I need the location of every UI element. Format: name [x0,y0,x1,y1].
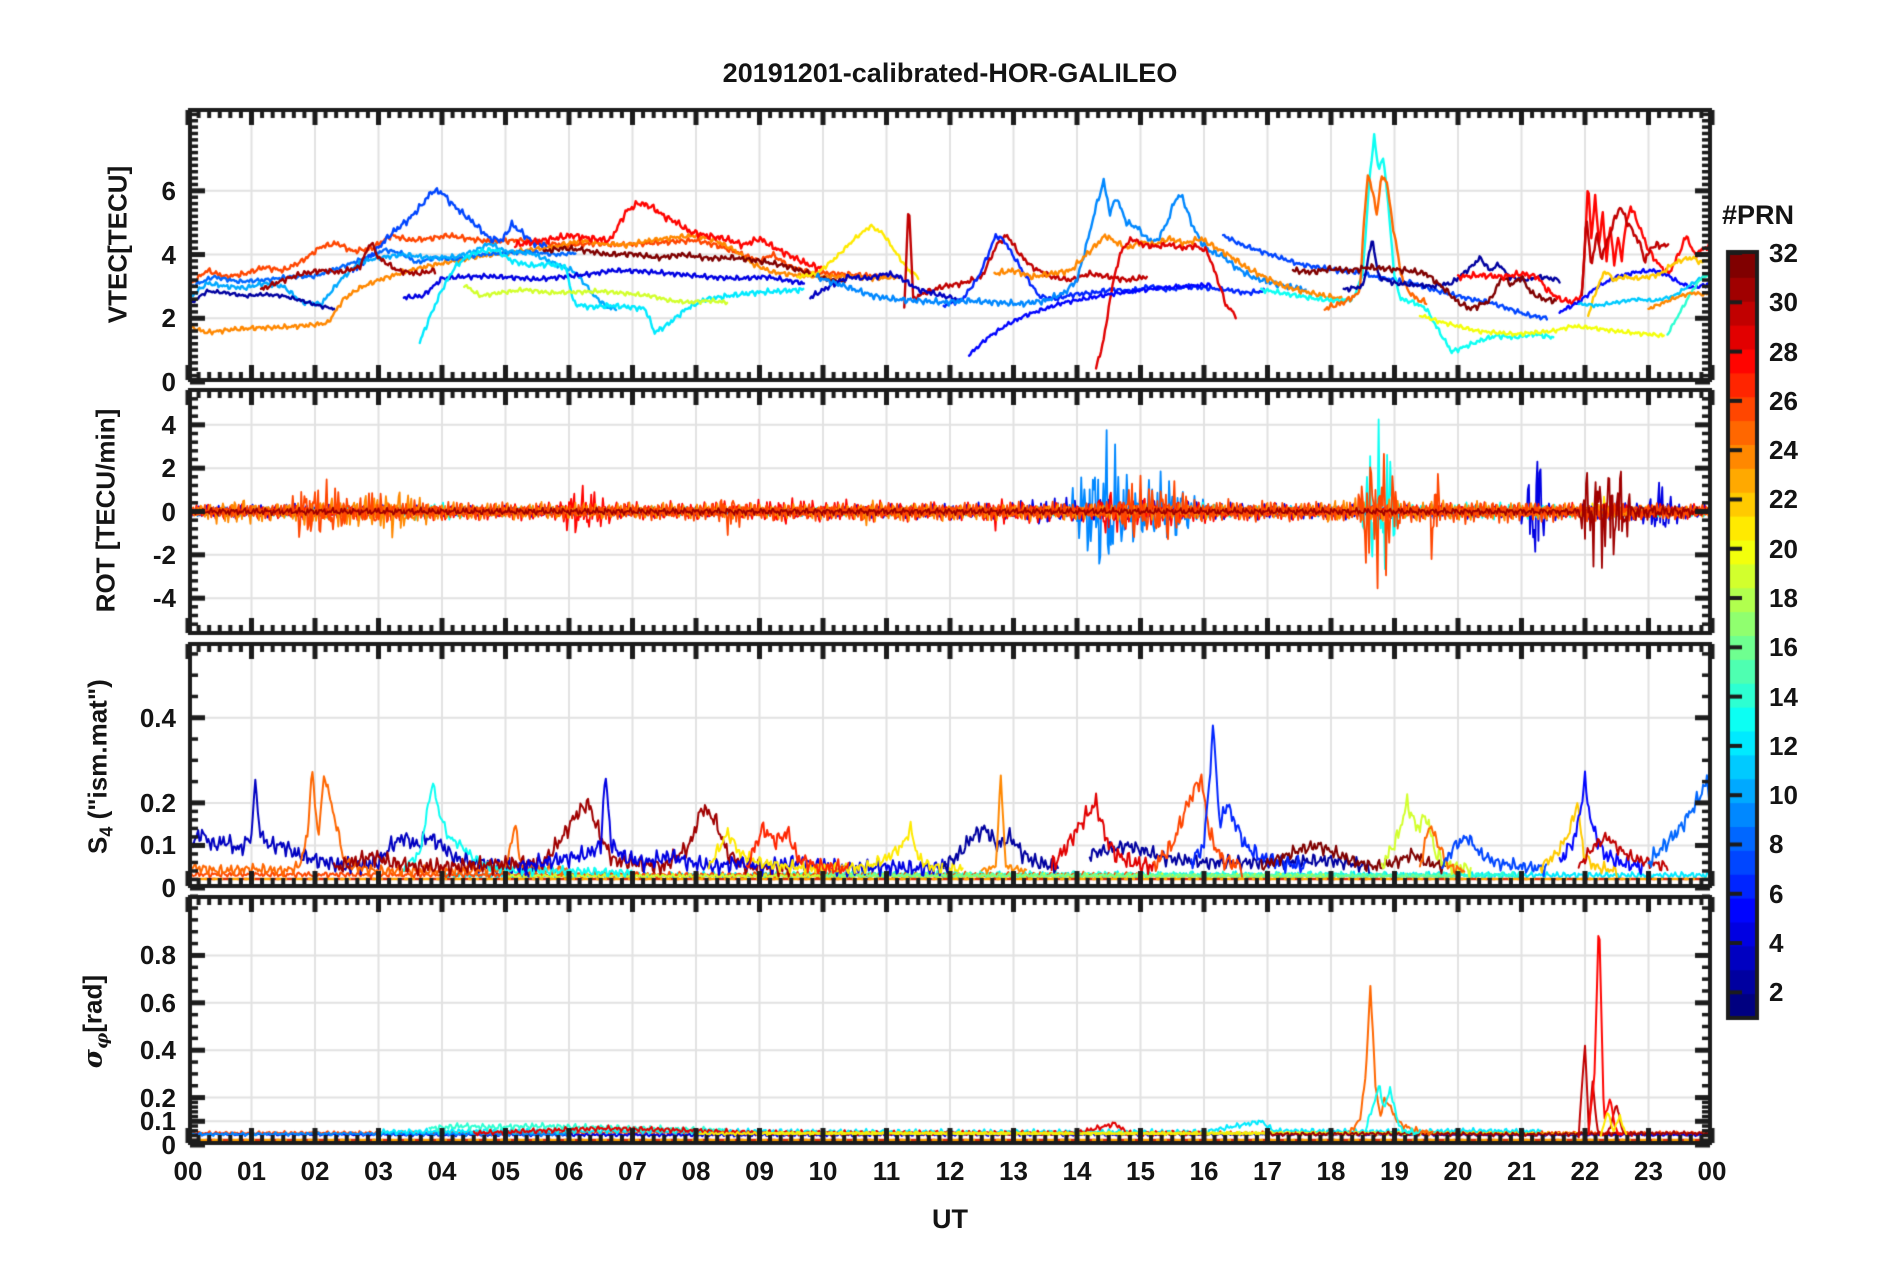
x-tick-label: 10 [808,1156,838,1186]
colorbar-tick-label: 2 [1769,977,1784,1008]
y-tick-label: 0.1 [139,830,176,861]
x-tick-label: 02 [300,1156,330,1186]
x-tick-label: 19 [1380,1156,1409,1186]
colorbar-tick-label: 20 [1769,533,1798,564]
colorbar-tick-label: 32 [1769,238,1798,268]
chart-title: 20191201-calibrated-HOR-GALILEO [722,58,1178,88]
x-tick-label: 01 [237,1156,266,1186]
x-tick-label: 08 [681,1156,711,1186]
y-tick-label: 2 [161,453,176,484]
colorbar-tick-label: 4 [1769,928,1784,959]
y-tick-label: -4 [152,583,176,614]
x-tick-label: 15 [1126,1156,1155,1186]
x-tick-label: 17 [1253,1156,1282,1186]
x-tick-label: 05 [491,1156,520,1186]
colorbar-tick-label: 18 [1769,583,1798,614]
colorbar-tick-label: 28 [1769,336,1798,367]
y-tick-label: 4 [161,239,176,270]
x-tick-label: 07 [618,1156,647,1186]
y-tick-label: 0.2 [139,787,176,818]
colorbar-title: #PRN [1722,200,1795,230]
y-tick-label: 0.6 [139,987,176,1018]
y-tick-label: 0.1 [139,1106,176,1137]
y-tick-label: 0.8 [139,940,176,971]
x-tick-label: 00 [1697,1156,1727,1186]
y-tick-label: 0 [161,367,176,397]
x-tick-label: 12 [935,1156,965,1186]
y-tick-label: 4 [161,409,176,440]
colorbar-tick-label: 22 [1769,484,1798,515]
y-tick-label: 6 [161,175,176,206]
x-tick-label: 06 [554,1156,584,1186]
y-tick-label: 0.4 [139,1035,176,1066]
y-tick-label: 0 [161,1130,176,1160]
x-tick-label: 03 [364,1156,393,1186]
y-tick-label: 0.4 [139,702,176,733]
x-tick-label: 18 [1316,1156,1346,1186]
colorbar-tick-label: 14 [1769,681,1798,712]
colorbar-tick-label: 24 [1769,435,1798,466]
x-tick-label: 00 [173,1156,203,1186]
x-tick-label: 21 [1507,1156,1536,1186]
colorbar-tick-label: 30 [1769,287,1798,318]
x-tick-label: 16 [1189,1156,1219,1186]
x-tick-label: 13 [999,1156,1028,1186]
colorbar-tick-label: 10 [1769,780,1798,811]
x-tick-label: 20 [1443,1156,1473,1186]
x-tick-label: 09 [745,1156,774,1186]
x-tick-label: 14 [1062,1156,1092,1186]
y-tick-label: -2 [152,539,176,570]
y-tick-label: 0.2 [139,1082,176,1113]
colorbar-tick-label: 6 [1769,878,1784,909]
y-tick-label: 0 [161,873,176,903]
x-tick-label: 04 [427,1156,457,1186]
colorbar-tick-label: 8 [1769,829,1784,860]
x-tick-label: 11 [872,1156,901,1186]
x-tick-label: 22 [1570,1156,1600,1186]
colorbar-tick-label: 12 [1769,730,1798,761]
x-tick-label: 23 [1634,1156,1663,1186]
colorbar-tick-label: 26 [1769,385,1798,416]
xlabel: UT [932,1204,968,1234]
y-tick-label: 2 [161,303,176,334]
y-tick-label: 0 [161,496,176,527]
colorbar-tick-label: 16 [1769,632,1798,663]
